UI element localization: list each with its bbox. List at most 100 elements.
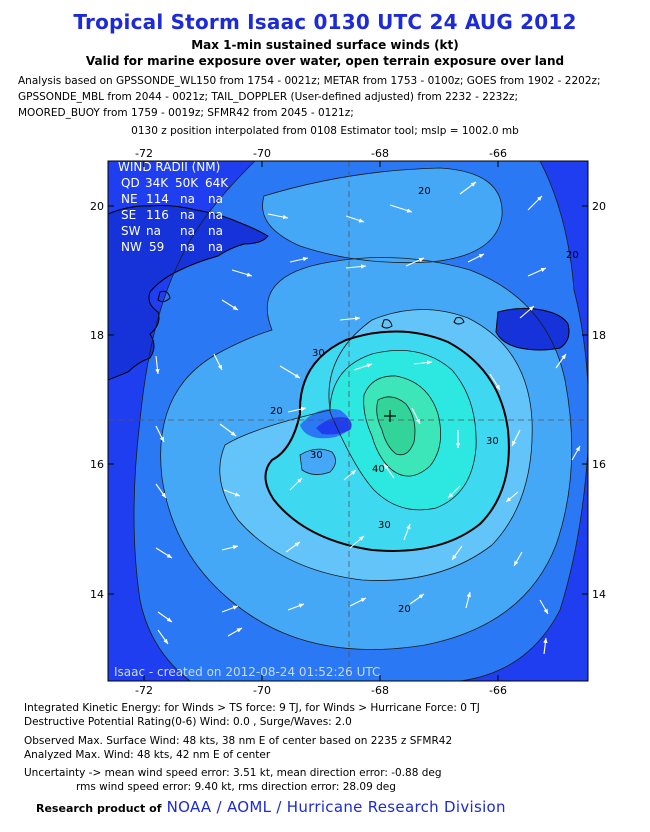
wind-vector-arrow xyxy=(527,267,547,277)
lon-tick-label: -72 xyxy=(135,147,153,160)
wind-radii-cell: NW xyxy=(121,240,142,254)
island-small xyxy=(157,290,171,303)
wind-vector-arrow xyxy=(289,256,309,263)
wind-radii-cell: na xyxy=(180,240,195,254)
wind-radii-col: 34K xyxy=(145,176,169,190)
wind-vector-arrow xyxy=(267,213,289,220)
wind-vector-arrow xyxy=(409,593,425,605)
wind-radii-cell: na xyxy=(208,208,223,222)
wind-radii-cell: na xyxy=(180,224,195,238)
analyzed-max-wind: Analyzed Max. Wind: 48 kts, 42 nm E of c… xyxy=(24,749,271,761)
wind-vector-arrow xyxy=(543,637,548,655)
wind-radii-cell: NE xyxy=(121,192,138,206)
observed-max-wind: Observed Max. Surface Wind: 48 kts, 38 n… xyxy=(24,735,453,747)
wind-vector-arrow xyxy=(287,603,305,611)
wind-vector-arrow xyxy=(467,253,485,263)
lon-tick-label: -68 xyxy=(371,684,389,697)
wind-vector-arrow xyxy=(221,545,239,551)
wind-vector-arrow xyxy=(221,605,239,613)
wind-vector-arrow xyxy=(345,264,367,269)
wind-vector-arrow xyxy=(413,360,433,365)
subtitle-exposure-note: Valid for marine exposure over water, op… xyxy=(85,54,565,68)
wind-vector-arrow xyxy=(157,611,173,623)
wind-vector-arrow xyxy=(505,491,519,503)
wind-vector-arrow xyxy=(405,257,425,267)
wind-vector-arrow xyxy=(155,483,167,499)
axis-tick-marks xyxy=(108,161,588,681)
wind-vector-arrow xyxy=(287,406,307,413)
wind-vector-arrow xyxy=(511,429,521,447)
wind-vector-arrow xyxy=(285,541,301,553)
wind-radii-cell: 116 xyxy=(146,208,169,222)
map-frame xyxy=(107,160,589,682)
lat-tick-label: 20 xyxy=(90,200,104,213)
island-small xyxy=(453,317,465,325)
lon-tick-label: -70 xyxy=(253,684,271,697)
wind-radii-cell: SE xyxy=(121,208,136,222)
lon-tick-label: -66 xyxy=(489,147,507,160)
lon-tick-label: -72 xyxy=(135,684,153,697)
wind-vector-arrow xyxy=(571,445,581,461)
dpr-summary: Destructive Potential Rating(0-6) Wind: … xyxy=(24,716,352,728)
contour-label: 20 xyxy=(566,250,579,261)
wind-vector-arrow xyxy=(349,597,367,607)
wind-radii-cell: na xyxy=(208,224,223,238)
footer-credit: Research product of NOAA / AOML / Hurric… xyxy=(36,797,506,816)
wind-vector-arrow xyxy=(231,269,253,277)
wind-vector-arrow xyxy=(447,485,461,499)
contour-label: 30 xyxy=(378,520,391,531)
page-title: Tropical Storm Isaac 0130 UTC 24 AUG 201… xyxy=(73,10,577,34)
wind-vector-arrow xyxy=(519,305,535,319)
contour-label: 30 xyxy=(486,436,499,447)
analysis-sources-line: Analysis based on GPSSONDE_WL150 from 17… xyxy=(18,75,601,87)
contour-label: 30 xyxy=(310,450,323,461)
wind-radii-header: WIND RADII (NM) xyxy=(118,160,220,174)
wind-level-45-fill xyxy=(376,396,415,455)
wind-radii-table: WIND RADII (NM) QD 34K 50K 64K NE 114 na… xyxy=(118,160,229,254)
lon-tick-label: -70 xyxy=(253,147,271,160)
wind-radii-cell: 114 xyxy=(146,192,169,206)
wind-vector-arrow xyxy=(383,463,395,479)
wind-radii-cell: na xyxy=(208,240,223,254)
wind-vector-arrow xyxy=(527,195,543,211)
wind-vector-arrow xyxy=(155,425,165,443)
wind-vectors xyxy=(155,181,581,655)
lon-tick-label: -66 xyxy=(489,684,507,697)
hispaniola-landmass xyxy=(108,205,269,381)
wind-vector-arrow xyxy=(157,629,169,645)
wind-vector-arrow xyxy=(539,599,549,615)
wind-vector-arrow xyxy=(279,365,301,379)
analysis-sources-line: GPSSONDE_MBL from 2044 - 0021z; TAIL_DOP… xyxy=(18,91,519,103)
wind-radii-cell: na xyxy=(180,208,195,222)
contour-label: 40 xyxy=(372,464,385,475)
subtitle-wind-definition: Max 1-min sustained surface winds (kt) xyxy=(191,38,459,52)
wind-level-20-blob xyxy=(300,449,336,475)
footer-prefix: Research product of xyxy=(36,802,162,815)
wind-vector-arrow xyxy=(349,535,365,549)
wind-vector-arrow xyxy=(223,489,241,497)
wind-vector-arrow xyxy=(389,204,413,213)
contour-label: 20 xyxy=(418,186,431,197)
wind-radii-cell: SW xyxy=(121,224,141,238)
wind-vector-arrow xyxy=(339,316,361,321)
wind-radii-col: 64K xyxy=(205,176,229,190)
lat-tick-label: 16 xyxy=(90,458,104,471)
wind-radii-cell: na xyxy=(180,192,195,206)
created-timestamp: Isaac - created on 2012-08-24 01:52:26 U… xyxy=(114,665,380,679)
position-note: 0130 z position interpolated from 0108 E… xyxy=(131,125,519,137)
storm-center-marker xyxy=(384,410,396,422)
wind-vector-arrow xyxy=(459,181,477,195)
lat-tick-label: 20 xyxy=(592,200,606,213)
wind-vector-arrow xyxy=(219,423,237,437)
contour-label: 30 xyxy=(312,348,325,359)
wind-vector-arrow xyxy=(555,353,567,369)
contour-label: 20 xyxy=(270,406,283,417)
wind-vector-arrow xyxy=(155,547,173,559)
wind-vector-arrow xyxy=(345,215,365,223)
lat-tick-label: 18 xyxy=(90,329,104,342)
wind-field-map: 20 20 20 30 30 30 40 20 30 WIND RADII (N… xyxy=(90,147,606,697)
wind-radii-col: QD xyxy=(121,176,140,190)
tropical-storm-force-contour xyxy=(264,330,510,552)
footer-org-link[interactable]: NOAA / AOML / Hurricane Research Divisio… xyxy=(166,798,506,816)
wind-level-20-gulf xyxy=(262,168,503,263)
